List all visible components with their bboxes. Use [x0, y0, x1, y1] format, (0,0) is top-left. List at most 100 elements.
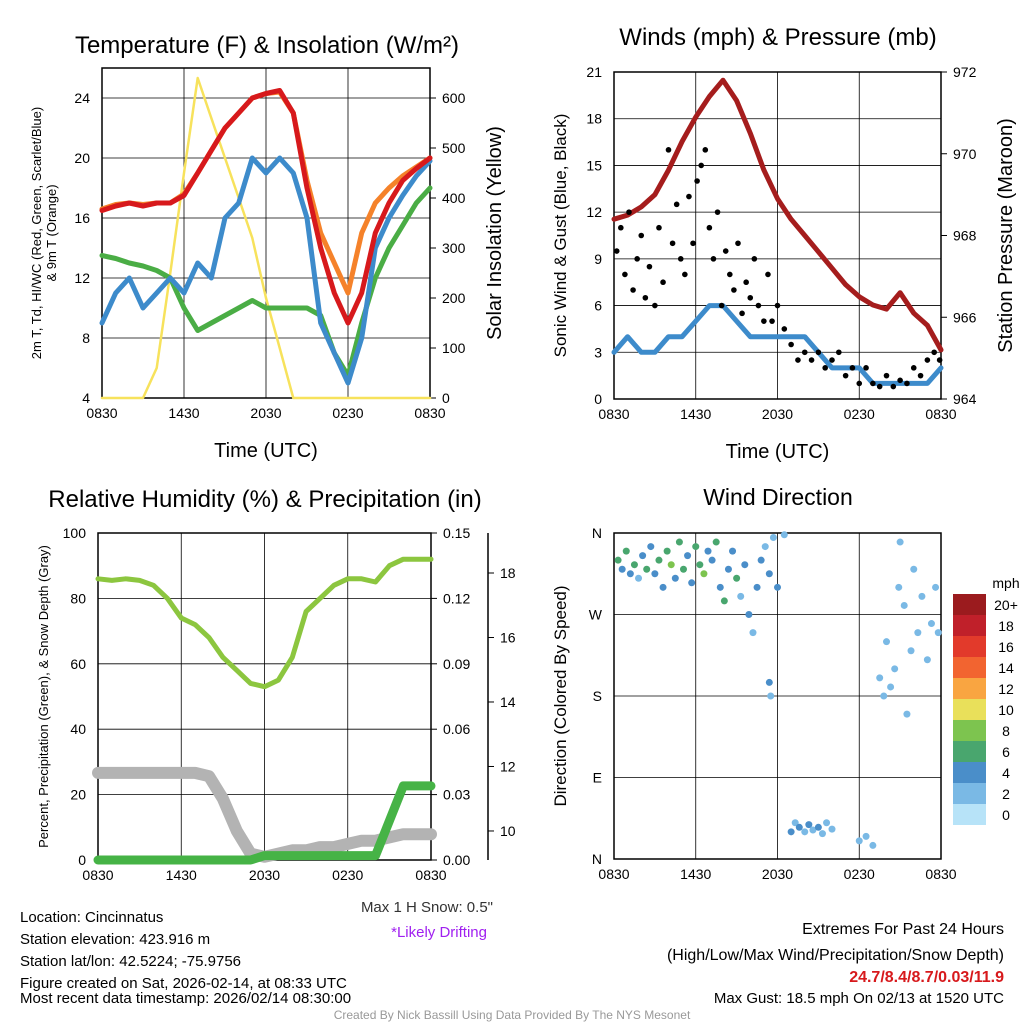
y2-tick-label: 400 — [442, 190, 466, 206]
max-snow-note: Max 1 H Snow: 0.5" — [361, 899, 493, 916]
wind-direction-point — [733, 574, 741, 582]
gust-point — [673, 201, 680, 208]
wind-direction-point — [720, 597, 728, 605]
wind-direction-point — [724, 565, 732, 573]
wind-direction-point — [910, 565, 918, 573]
legend-label: 18 — [998, 618, 1014, 634]
y-tick-label: 8 — [82, 330, 90, 346]
x-tick-label: 0230 — [844, 866, 875, 882]
wind-direction-point — [927, 620, 935, 628]
x-tick-label: 0830 — [86, 405, 117, 421]
extremes-values: 24.7/8.4/8.7/0.03/11.9 — [849, 969, 1004, 986]
wind-direction-point — [700, 570, 708, 578]
y2-tick-label: 0.00 — [443, 852, 470, 868]
wind-direction-point — [765, 570, 773, 578]
wind-direction-point — [780, 531, 788, 539]
legend-swatch — [953, 804, 986, 825]
wind-direction-point — [791, 819, 799, 827]
gust-point — [731, 287, 737, 293]
gust-point — [634, 256, 640, 262]
gust-point — [849, 365, 856, 371]
y3-tick-label: 10 — [500, 823, 516, 839]
y-tick-label: 12 — [74, 270, 90, 286]
y-tick-label: 9 — [594, 251, 602, 267]
legend-swatch — [953, 636, 986, 657]
y-tick-label: N — [592, 851, 602, 867]
legend-swatch — [953, 678, 986, 699]
legend-label: 12 — [998, 681, 1014, 697]
wind-direction-point — [767, 692, 775, 700]
wind-direction-point — [895, 583, 903, 591]
gust-point — [690, 240, 696, 247]
wind-direction-point — [887, 683, 895, 691]
x-tick-label: 1430 — [168, 405, 199, 421]
plot-frame — [101, 67, 431, 399]
gust-point — [842, 372, 849, 379]
legend-swatch — [953, 741, 986, 762]
wind-direction-point — [749, 629, 757, 637]
series-line-station-pressure — [611, 77, 944, 353]
wind-direction-point — [704, 547, 712, 555]
y-tick-label: W — [589, 607, 603, 623]
gust-point — [618, 224, 624, 231]
series-line-precipitation — [93, 781, 436, 865]
y2-tick-label: 0.12 — [443, 590, 470, 606]
gust-point — [710, 256, 717, 262]
wind-direction-point — [814, 823, 822, 831]
gust-point — [735, 240, 741, 247]
extremes-subtitle: (High/Low/Max Wind/Precipitation/Snow De… — [667, 947, 1004, 964]
y2-tick-label: 970 — [953, 146, 977, 162]
series-line-wind-chill — [99, 155, 433, 386]
gust-point — [694, 178, 700, 184]
wind-direction-point — [757, 556, 765, 564]
y-tick-label: 80 — [70, 590, 86, 606]
wind-direction-point — [907, 647, 915, 655]
y-tick-label: 100 — [63, 525, 87, 541]
legend-title: mph — [992, 575, 1019, 591]
wind-direction-point — [883, 638, 890, 646]
legend-label: 10 — [998, 702, 1014, 718]
wind-direction-point — [643, 565, 651, 573]
gust-point — [727, 271, 733, 278]
y-tick-label: 4 — [82, 390, 90, 406]
y3-tick-label: 16 — [500, 629, 516, 645]
x-axis-label: Time (UTC) — [726, 441, 830, 463]
gust-point — [765, 271, 771, 278]
extremes-title: Extremes For Past 24 Hours — [802, 921, 1004, 938]
wind-direction-point — [862, 832, 870, 840]
gust-point — [863, 365, 869, 371]
gust-point — [836, 349, 842, 356]
x-tick-label: 0230 — [844, 406, 875, 422]
gust-point — [638, 232, 645, 239]
x-tick-label: 0230 — [332, 867, 363, 883]
legend-label: 4 — [1002, 765, 1010, 781]
wind-direction-point — [684, 552, 692, 560]
wind-direction-point — [769, 534, 777, 542]
gust-point — [642, 294, 649, 301]
gust-point — [747, 294, 754, 301]
wind-direction-point — [614, 556, 622, 564]
credit: Created By Nick Bassill Using Data Provi… — [334, 1008, 691, 1022]
y-axis-label: 2m T, Td, HI/WC (Red, Green, Scarlet/Blu… — [29, 107, 44, 359]
y-axis-label: Direction (Colored By Speed) — [551, 585, 570, 806]
chart-panel-3: 0830 1430 2030 0230 08300204060801000.000.03… — [36, 486, 516, 883]
y-tick-label: 18 — [586, 111, 602, 127]
chart-title: Winds (mph) & Pressure (mb) — [619, 24, 936, 51]
wind-direction-point — [934, 629, 942, 637]
gust-point — [702, 147, 709, 153]
wind-direction-point — [630, 561, 638, 569]
y2-tick-label: 972 — [953, 64, 977, 80]
y2-tick-label: 0.15 — [443, 525, 470, 541]
wind-direction-point — [639, 552, 647, 560]
wind-direction-point — [869, 841, 877, 849]
gust-point — [904, 380, 910, 387]
likely-drifting-note: *Likely Drifting — [391, 924, 487, 941]
y2-tick-label: 966 — [953, 309, 977, 325]
y-tick-label: 15 — [586, 157, 602, 173]
y-tick-label: 0 — [78, 852, 86, 868]
y-tick-label: N — [592, 525, 602, 541]
x-tick-label: 0830 — [598, 406, 629, 422]
legend-label: 8 — [1002, 723, 1010, 739]
